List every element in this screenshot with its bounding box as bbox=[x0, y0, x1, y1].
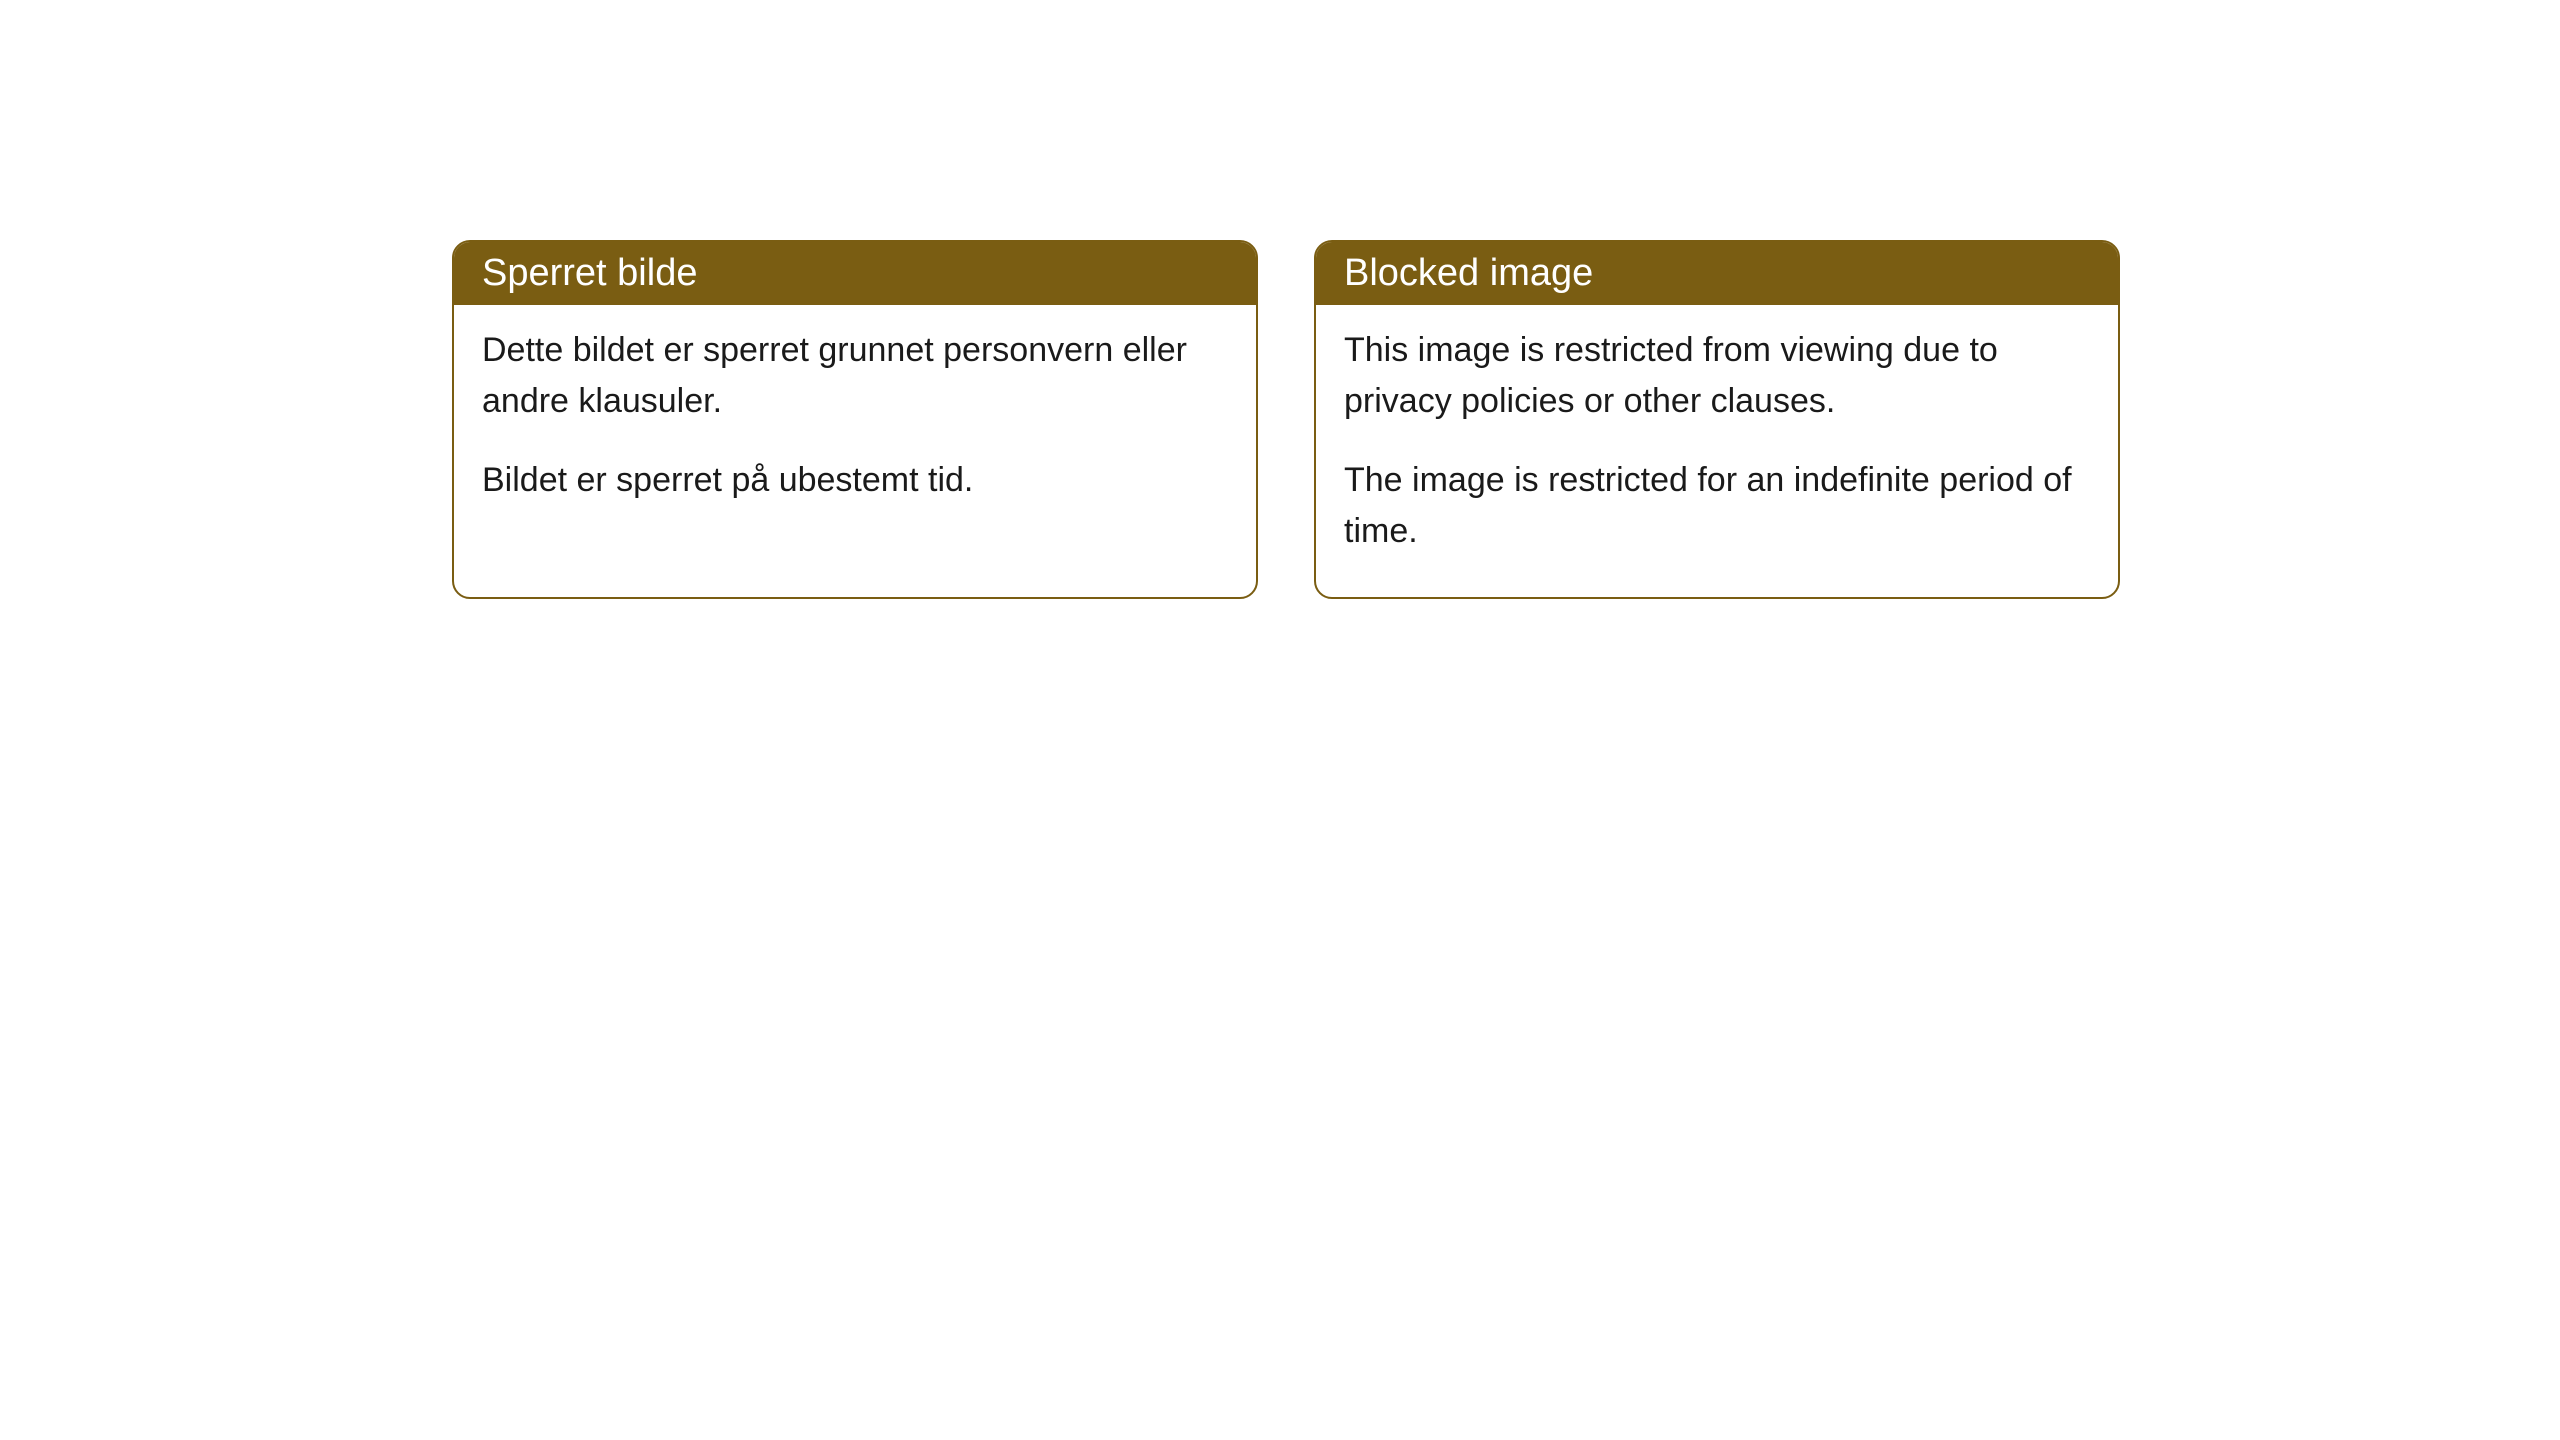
blocked-image-card-english: Blocked image This image is restricted f… bbox=[1314, 240, 2120, 599]
card-title-english: Blocked image bbox=[1344, 252, 1593, 294]
cards-container: Sperret bilde Dette bildet er sperret gr… bbox=[452, 240, 2120, 599]
card-paragraph-2-english: The image is restricted for an indefinit… bbox=[1344, 455, 2090, 557]
card-header-norwegian: Sperret bilde bbox=[454, 242, 1256, 305]
card-paragraph-1-english: This image is restricted from viewing du… bbox=[1344, 325, 2090, 427]
blocked-image-card-norwegian: Sperret bilde Dette bildet er sperret gr… bbox=[452, 240, 1258, 599]
card-title-norwegian: Sperret bilde bbox=[482, 252, 697, 294]
card-paragraph-2-norwegian: Bildet er sperret på ubestemt tid. bbox=[482, 455, 1228, 506]
card-body-english: This image is restricted from viewing du… bbox=[1316, 305, 2118, 597]
card-header-english: Blocked image bbox=[1316, 242, 2118, 305]
card-paragraph-1-norwegian: Dette bildet er sperret grunnet personve… bbox=[482, 325, 1228, 427]
card-body-norwegian: Dette bildet er sperret grunnet personve… bbox=[454, 305, 1256, 546]
